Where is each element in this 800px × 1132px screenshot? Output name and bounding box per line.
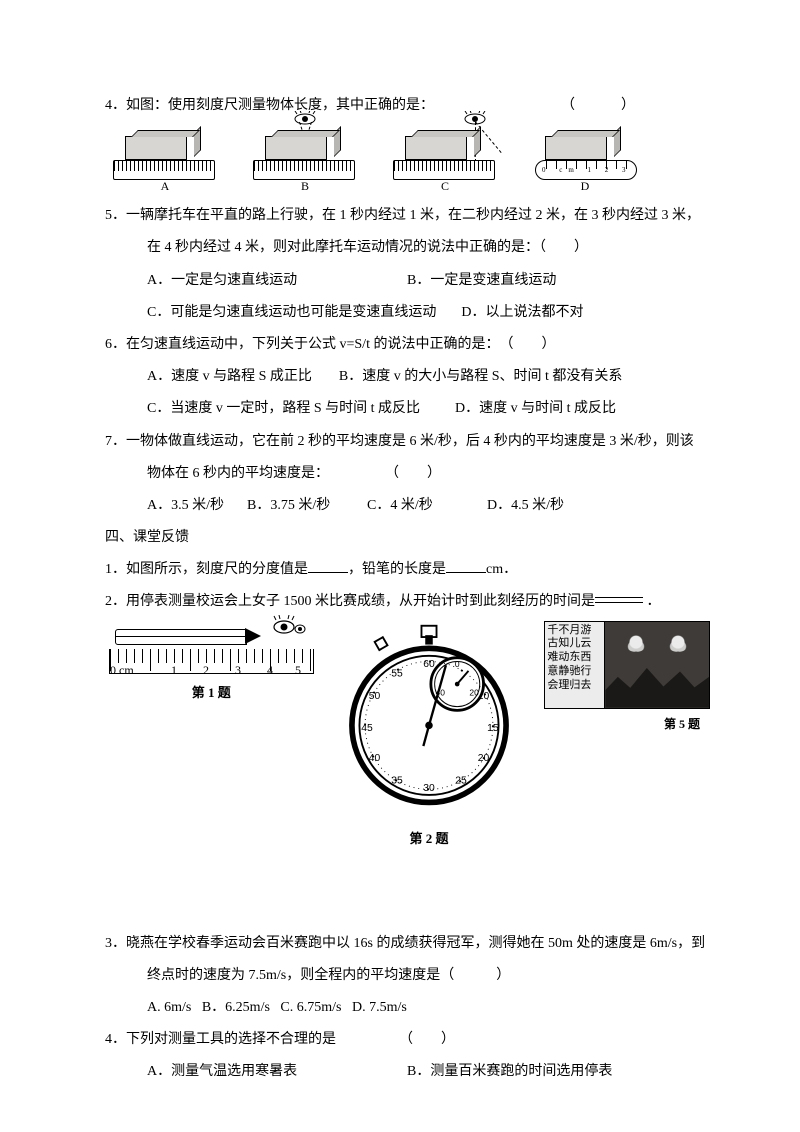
f1-unit: cm． (486, 562, 517, 577)
q7-opt-a: A．3.5 米/秒 (147, 490, 247, 522)
q4-fig-d: 0 cm 1 2 3 D (525, 124, 645, 194)
f1-mid: ，铅笔的长度是 (348, 562, 446, 577)
q4-blank: （ ） (561, 98, 641, 113)
q4-fig-a: A (105, 124, 225, 194)
f3-opt-c: C. 6.75m/s (280, 1000, 341, 1015)
svg-text:0: 0 (455, 659, 460, 669)
q6-row1: A．速度 v 与路程 S 成正比 B．速度 v 的大小与路程 S、时间 t 都没… (105, 361, 710, 393)
q7-opt-b: B．3.75 米/秒 (247, 490, 367, 522)
f1-pre: 1．如图所示，刻度尺的分度值是 (105, 562, 308, 577)
ruler-num-0: 0 cm (110, 657, 158, 685)
f3-stem1: 3．晓燕在学校春季运动会百米赛跑中以 16s 的成绩获得冠军，测得她在 50m … (105, 928, 710, 960)
q4-stem: 4．如图：使用刻度尺测量物体长度，其中正确的是： （ ） (105, 90, 710, 122)
q6-opt-b: B．速度 v 的大小与路程 S、时间 t 都没有关系 (339, 369, 623, 384)
q5-opt-a: A．一定是匀速直线运动 (147, 265, 407, 297)
f1-figure: 0 cm 1 2 3 4 5 第 1 题 (109, 621, 314, 708)
ruler-num-1: 1 (158, 657, 190, 685)
svg-text:15: 15 (487, 723, 499, 734)
svg-text:45: 45 (361, 723, 373, 734)
q7-opts: A．3.5 米/秒 B．3.75 米/秒 C．4 米/秒 D．4.5 米/秒 (105, 490, 710, 522)
f4-opt-a: A．测量气温选用寒暑表 (147, 1056, 407, 1088)
q5-stem2: 在 4 秒内经过 4 米，则对此摩托车运动情况的说法中正确的是：（ ） (105, 232, 710, 264)
svg-text:30: 30 (423, 783, 435, 794)
q6-opt-d: D．速度 v 与时间 t 成反比 (455, 401, 616, 416)
ruler-num-4: 4 (254, 657, 286, 685)
q4-label-b: B (301, 173, 309, 201)
f2-caption: 第 2 题 (332, 824, 527, 854)
f4-opts: A．测量气温选用寒暑表 B．测量百米赛跑的时间选用停表 (105, 1056, 710, 1088)
feedback-figures: 0 cm 1 2 3 4 5 第 1 题 (105, 619, 710, 860)
f3-opts: A. 6m/s B．6.25m/s C. 6.75m/s D. 7.5m/s (105, 992, 710, 1024)
svg-text:35: 35 (391, 775, 403, 786)
q4-label-a: A (161, 173, 170, 201)
q5-row2: C．可能是匀速直线运动也可能是变速直线运动 D．以上说法都不对 (105, 297, 710, 329)
f1-blank2[interactable] (446, 558, 486, 573)
f4-opt-b: B．测量百米赛跑的时间选用停表 (407, 1056, 667, 1088)
section4-title: 四、课堂反馈 (105, 522, 710, 554)
q4-label-d: D (581, 173, 590, 201)
q6-stem: 6．在匀速直线运动中，下列关于公式 v=S/t 的说法中正确的是： （ ） (105, 329, 710, 361)
f4-stem: 4．下列对测量工具的选择不合理的是 （ ） (105, 1024, 710, 1056)
q6-row2: C．当速度 v 一定时，路程 S 与时间 t 成反比 D．速度 v 与时间 t … (105, 393, 710, 425)
q6-opt-c: C．当速度 v 一定时，路程 S 与时间 t 成反比 (147, 401, 420, 416)
q4-fig-b: B (245, 124, 365, 194)
q7-opt-d: D．4.5 米/秒 (487, 490, 607, 522)
f2-text: 2．用停表测量校运会上女子 1500 米比赛成绩，从开始计时到此刻经历的时间是 (105, 594, 595, 609)
f2-stem: 2．用停表测量校运会上女子 1500 米比赛成绩，从开始计时到此刻经历的时间是 … (105, 586, 710, 618)
f1-stem: 1．如图所示，刻度尺的分度值是 ，铅笔的长度是 cm． (105, 554, 710, 586)
f3-opt-b: B．6.25m/s (202, 1000, 270, 1015)
q4-text: 4．如图：使用刻度尺测量物体长度，其中正确的是： (105, 98, 434, 113)
f3-stem2: 终点时的速度为 7.5m/s，则全程内的平均速度是（ ） (105, 960, 710, 992)
q5-row1: A．一定是匀速直线运动 B．一定是变速直线运动 (105, 265, 710, 297)
q4-figures: A B C 0 cm (105, 122, 710, 200)
q7-stem1: 7．一物体做直线运动，它在前 2 秒的平均速度是 6 米/秒，后 4 秒内的平均… (105, 426, 710, 458)
q7-opt-c: C．4 米/秒 (367, 490, 487, 522)
f3-opt-d: D. 7.5m/s (352, 1000, 407, 1015)
svg-text:20: 20 (469, 687, 479, 697)
f2-figure: 60 5 10 15 20 25 30 35 40 45 50 55 (332, 621, 527, 854)
f5-figure: 千不月游 古知儿云 难动东西 意静驰行 会理归去 第 5 题 (544, 621, 710, 739)
svg-text:25: 25 (455, 775, 467, 786)
f1-blank1[interactable] (308, 558, 348, 573)
f2-blank[interactable] (595, 597, 643, 603)
ruler-num-3: 3 (222, 657, 254, 685)
svg-text:55: 55 (391, 668, 403, 679)
q5-stem1: 5．一辆摩托车在平直的路上行驶，在 1 秒内经过 1 米，在二秒内经过 2 米，… (105, 200, 710, 232)
f2-tail: ． (647, 594, 661, 609)
ruler-num-5: 5 (286, 657, 310, 685)
q5-opt-b: B．一定是变速直线运动 (407, 265, 667, 297)
q5-opt-d: D．以上说法都不对 (461, 305, 583, 320)
f5-poem: 千不月游 古知儿云 难动东西 意静驰行 会理归去 (545, 622, 605, 708)
ruler-num-2: 2 (190, 657, 222, 685)
q4-label-c: C (441, 173, 449, 201)
f5-caption: 第 5 题 (544, 709, 710, 739)
f3-opt-a: A. 6m/s (147, 1000, 191, 1015)
svg-text:60: 60 (423, 659, 435, 670)
q7-stem2: 物体在 6 秒内的平均速度是： （ ） (105, 458, 710, 490)
q5-opt-c: C．可能是匀速直线运动也可能是变速直线运动 (147, 305, 436, 320)
svg-text:40: 40 (369, 753, 381, 764)
q6-opt-a: A．速度 v 与路程 S 成正比 (147, 369, 312, 384)
q4-fig-c: C (385, 124, 505, 194)
